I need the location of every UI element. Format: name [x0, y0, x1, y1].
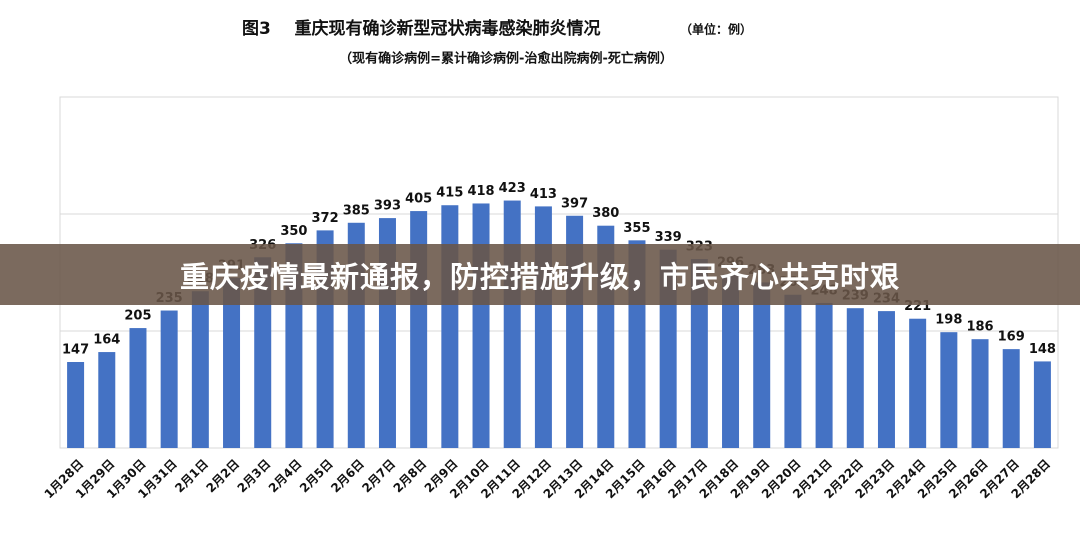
value-label: 415 — [436, 186, 463, 201]
chart-subtitle: （现有确诊病例=累计确诊病例-治愈出院病例-死亡病例） — [339, 51, 673, 67]
chart-unit: （单位：例） — [680, 22, 752, 37]
bar — [690, 259, 708, 448]
bar — [223, 277, 241, 448]
value-label: 350 — [280, 224, 307, 239]
bar — [753, 282, 771, 448]
bar — [1002, 349, 1020, 448]
value-label: 198 — [935, 313, 962, 328]
value-label: 164 — [93, 333, 120, 348]
bar — [160, 310, 178, 448]
value-label: 418 — [467, 184, 494, 199]
value-label: 147 — [62, 343, 89, 358]
bar — [971, 339, 989, 448]
value-label: 205 — [124, 309, 151, 324]
bar — [441, 205, 459, 448]
x-tick-label: 2月2日 — [203, 457, 242, 496]
value-label: 405 — [405, 192, 432, 207]
value-label: 372 — [312, 211, 339, 226]
value-label: 148 — [1029, 342, 1056, 357]
bar — [722, 274, 740, 448]
x-tick-label: 2月4日 — [266, 457, 305, 496]
bar — [191, 291, 209, 448]
bar — [846, 308, 864, 448]
value-label: 186 — [966, 320, 993, 335]
bar — [909, 318, 927, 448]
value-label: 385 — [343, 203, 370, 218]
value-label: 339 — [655, 230, 682, 245]
bar — [472, 203, 490, 448]
banner: 重庆疫情最新通报，防控措施升级，市民齐心共克时艰 — [0, 244, 1080, 305]
bar — [503, 200, 521, 448]
x-tick-label: 2月5日 — [297, 457, 336, 496]
value-label: 413 — [530, 187, 557, 202]
x-tick-label: 2月3日 — [235, 457, 274, 496]
x-tick-label: 2月8日 — [391, 457, 430, 496]
value-label: 397 — [561, 196, 588, 211]
bar — [98, 352, 116, 448]
bar — [815, 302, 833, 448]
bar — [784, 294, 802, 448]
bar — [877, 311, 895, 448]
x-tick-label: 2月1日 — [172, 457, 211, 496]
bar — [534, 206, 552, 448]
value-label: 393 — [374, 199, 401, 214]
chart-title: 图3 重庆现有确诊新型冠状病毒感染肺炎情况 — [242, 18, 601, 39]
bar — [1033, 361, 1051, 448]
value-label: 380 — [592, 206, 619, 221]
value-label: 423 — [499, 181, 526, 196]
bar — [129, 328, 147, 448]
bar — [940, 332, 958, 448]
x-tick-label: 2月6日 — [328, 457, 367, 496]
value-label: 355 — [623, 221, 650, 236]
x-tick-label: 2月7日 — [359, 457, 398, 496]
value-label: 169 — [998, 330, 1025, 345]
bar — [67, 362, 85, 448]
